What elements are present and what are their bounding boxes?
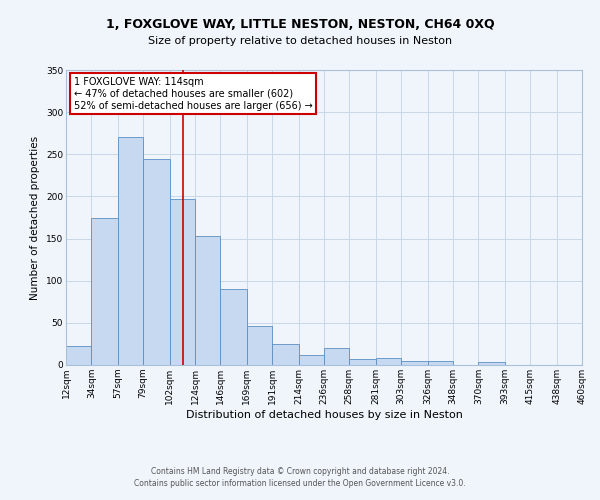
Bar: [376, 358, 401, 365]
Bar: [195, 236, 220, 365]
Bar: [143, 158, 170, 365]
Text: Size of property relative to detached houses in Neston: Size of property relative to detached ho…: [148, 36, 452, 46]
Bar: [170, 199, 195, 365]
Y-axis label: Number of detached properties: Number of detached properties: [31, 136, 40, 300]
Bar: [118, 138, 143, 365]
Text: 1 FOXGLOVE WAY: 114sqm
← 47% of detached houses are smaller (602)
52% of semi-de: 1 FOXGLOVE WAY: 114sqm ← 47% of detached…: [74, 78, 313, 110]
Bar: [299, 355, 324, 365]
Text: Contains HM Land Registry data © Crown copyright and database right 2024.: Contains HM Land Registry data © Crown c…: [151, 467, 449, 476]
X-axis label: Distribution of detached houses by size in Neston: Distribution of detached houses by size …: [185, 410, 463, 420]
Bar: [324, 348, 349, 365]
Text: 1, FOXGLOVE WAY, LITTLE NESTON, NESTON, CH64 0XQ: 1, FOXGLOVE WAY, LITTLE NESTON, NESTON, …: [106, 18, 494, 30]
Bar: [247, 326, 272, 365]
Bar: [401, 361, 428, 365]
Bar: [91, 218, 118, 365]
Bar: [478, 362, 505, 365]
Bar: [220, 289, 247, 365]
Text: Contains public sector information licensed under the Open Government Licence v3: Contains public sector information licen…: [134, 478, 466, 488]
Bar: [66, 346, 91, 365]
Bar: [272, 344, 299, 365]
Bar: [349, 359, 376, 365]
Bar: [428, 361, 453, 365]
